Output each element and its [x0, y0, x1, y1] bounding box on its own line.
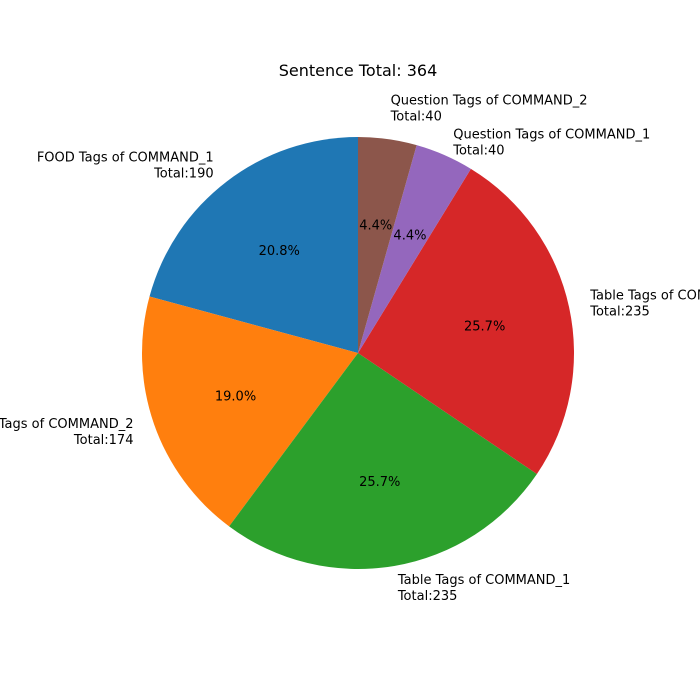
slice-label-name: FOOD Tags of COMMAND_2 [0, 417, 133, 432]
slice-category-label: Question Tags of COMMAND_2 Total:40 [390, 94, 588, 125]
slice-label-total: Total:40 [390, 110, 442, 125]
slice-label-total: Total:235 [397, 589, 458, 604]
slice-percent-label: 4.4% [359, 219, 392, 234]
slice-label-name: Table Tags of COMMAND_2 [589, 289, 700, 304]
slice-percent-label: 4.4% [393, 228, 426, 243]
slice-label-name: Table Tags of COMMAND_1 [397, 573, 570, 588]
slice-percent-label: 19.0% [215, 389, 256, 404]
slice-label-total: Total:40 [452, 143, 504, 158]
slice-label-total: Total:190 [153, 166, 214, 181]
slice-label-name: Question Tags of COMMAND_1 [453, 127, 650, 142]
slice-percent-label: 25.7% [464, 320, 505, 335]
slice-percent-label: 20.8% [259, 244, 300, 259]
chart-title: Sentence Total: 364 [279, 61, 438, 80]
slice-category-label: Question Tags of COMMAND_1 Total:40 [452, 127, 650, 158]
slice-percent-label: 25.7% [359, 475, 400, 490]
slice-label-total: Total:235 [589, 305, 650, 320]
slice-label-total: Total:174 [73, 433, 134, 448]
slice-category-label: Table Tags of COMMAND_1 Total:235 [397, 573, 570, 604]
slice-label-name: FOOD Tags of COMMAND_1 [37, 150, 214, 165]
pie-slices [142, 137, 574, 569]
slice-label-name: Question Tags of COMMAND_2 [391, 94, 588, 109]
slice-category-label: FOOD Tags of COMMAND_1 Total:190 [37, 150, 214, 181]
